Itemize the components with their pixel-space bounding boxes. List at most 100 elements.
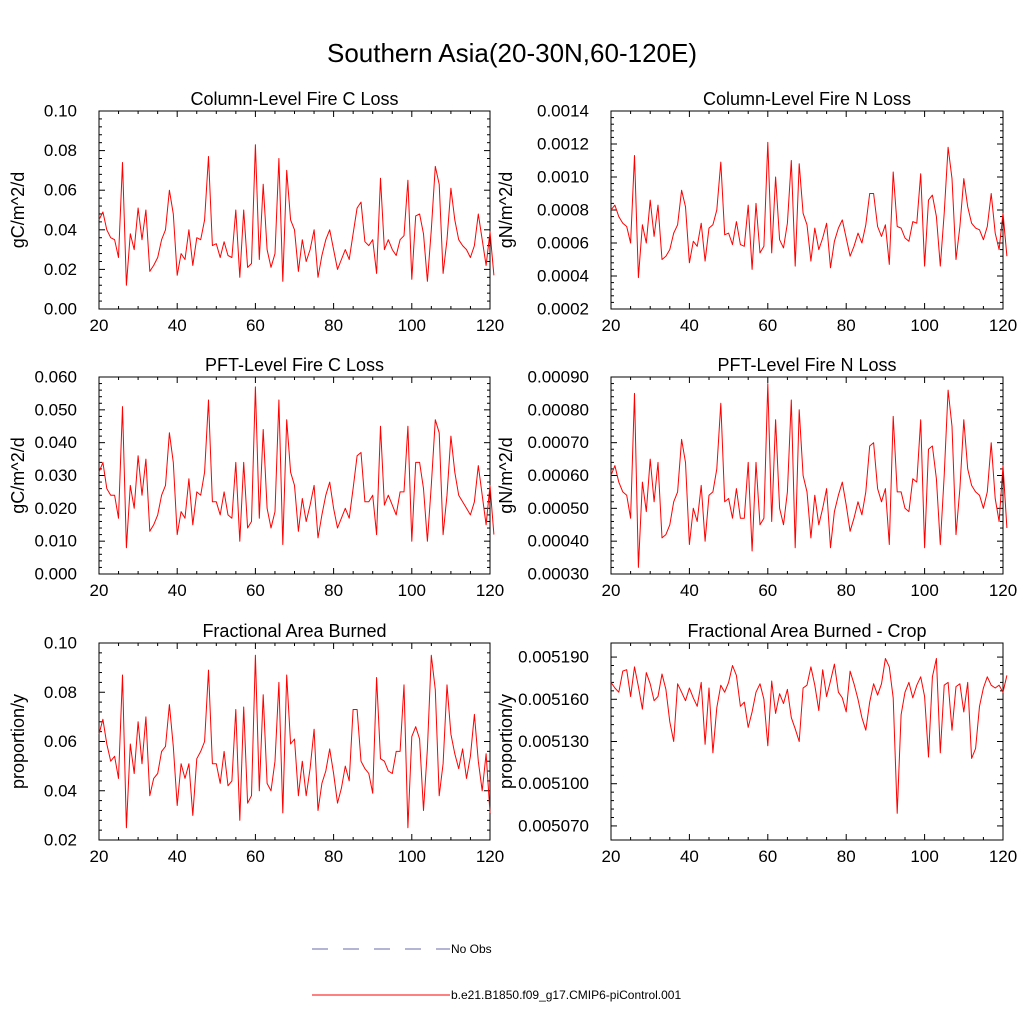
- x-tick-label: 80: [324, 847, 343, 866]
- y-tick-label: 0.020: [34, 499, 77, 518]
- y-axis-label: gC/m^2/d: [8, 172, 28, 248]
- chart-panel-5: Fractional Area Burned proportion/y 20 40 60…: [8, 621, 504, 866]
- x-tick-label: 120: [989, 316, 1017, 335]
- y-axis-label: gN/m^2/d: [496, 172, 516, 248]
- x-tick-label: 20: [602, 847, 621, 866]
- x-tick-label: 60: [758, 581, 777, 600]
- series-line: [98, 386, 495, 549]
- y-tick-label: 0.00090: [528, 368, 589, 387]
- y-tick-label: 0.06: [44, 181, 77, 200]
- chart-title: PFT-Level Fire N Loss: [717, 355, 896, 375]
- x-tick-label: 100: [910, 581, 938, 600]
- chart-panel-1: Column-Level Fire C Loss gC/m^2/d 20 40 60 80…: [8, 89, 504, 335]
- x-tick-label: 80: [837, 316, 856, 335]
- x-tick-label: 120: [989, 581, 1017, 600]
- y-tick-label: 0.00070: [528, 433, 589, 452]
- y-tick-label: 0.02: [44, 260, 77, 279]
- series-line: [610, 383, 1008, 568]
- y-tick-label: 0.00: [44, 300, 77, 319]
- y-tick-label: 0.060: [34, 368, 77, 387]
- legend-entry-2: b.e21.B1850.f09_g17.CMIP6-piControl.001: [312, 988, 681, 1002]
- chart-title: PFT-Level Fire C Loss: [205, 355, 384, 375]
- chart-panel-3: PFT-Level Fire C Loss gC/m^2/d 20 40 60 80 100…: [8, 355, 504, 600]
- y-tick-label: 0.10: [44, 634, 77, 653]
- y-tick-label: 0.000: [34, 565, 77, 584]
- x-tick-label: 60: [246, 581, 265, 600]
- x-tick-label: 60: [246, 847, 265, 866]
- y-tick-label: 0.10: [44, 102, 77, 121]
- y-tick-label: 0.08: [44, 683, 77, 702]
- y-tick-label: 0.0012: [537, 135, 589, 154]
- x-tick-label: 20: [90, 316, 109, 335]
- x-tick-label: 80: [324, 581, 343, 600]
- x-tick-label: 20: [602, 581, 621, 600]
- y-tick-label: 0.00050: [528, 499, 589, 518]
- legend-entry-1: No Obs: [312, 942, 492, 956]
- chart-panel-6: Fractional Area Burned - Crop proportion/…: [496, 621, 1017, 866]
- chart-title: Fractional Area Burned: [202, 621, 386, 641]
- panels-group: Column-Level Fire C Loss gC/m^2/d 20 40 60 80…: [8, 89, 1017, 866]
- y-tick-label: 0.00040: [528, 532, 589, 551]
- y-tick-label: 0.0008: [537, 201, 589, 220]
- legend: No Obs b.e21.B1850.f09_g17.CMIP6-piContro…: [312, 942, 681, 1002]
- x-tick-label: 120: [989, 847, 1017, 866]
- y-axis-label: proportion/y: [496, 694, 516, 789]
- y-tick-label: 0.0004: [537, 267, 589, 286]
- y-tick-label: 0.005160: [518, 690, 589, 709]
- y-tick-label: 0.005070: [518, 816, 589, 835]
- y-tick-label: 0.08: [44, 141, 77, 160]
- chart-panel-2: Column-Level Fire N Loss gN/m^2/d 20 40 60 80…: [496, 89, 1017, 335]
- y-tick-label: 0.04: [44, 220, 77, 239]
- x-tick-label: 40: [680, 847, 699, 866]
- chart-title: Column-Level Fire N Loss: [703, 89, 911, 109]
- x-tick-label: 120: [476, 847, 504, 866]
- y-axis-label: proportion/y: [8, 694, 28, 789]
- page-title: Southern Asia(20-30N,60-120E): [327, 38, 697, 68]
- legend-label: No Obs: [451, 942, 492, 956]
- series-line: [610, 141, 1008, 279]
- x-tick-label: 20: [90, 581, 109, 600]
- chart-title: Column-Level Fire C Loss: [190, 89, 398, 109]
- y-tick-label: 0.0006: [537, 234, 589, 253]
- plot-frame: [98, 376, 491, 575]
- series-line: [98, 654, 491, 829]
- x-tick-label: 120: [476, 316, 504, 335]
- y-tick-label: 0.06: [44, 732, 77, 751]
- plot-frame: [98, 110, 491, 310]
- y-tick-label: 0.00030: [528, 565, 589, 584]
- y-tick-label: 0.030: [34, 466, 77, 485]
- y-tick-label: 0.005190: [518, 648, 589, 667]
- x-tick-label: 120: [476, 581, 504, 600]
- x-tick-label: 40: [168, 581, 187, 600]
- chart-panel-4: PFT-Level Fire N Loss gN/m^2/d 20 40 60 80 100…: [496, 355, 1017, 600]
- x-tick-label: 100: [910, 847, 938, 866]
- y-tick-label: 0.040: [34, 433, 77, 452]
- x-tick-label: 40: [680, 316, 699, 335]
- x-tick-label: 60: [246, 316, 265, 335]
- plot-frame: [610, 642, 1004, 841]
- x-tick-label: 80: [837, 581, 856, 600]
- x-tick-label: 20: [602, 316, 621, 335]
- y-tick-label: 0.02: [44, 831, 77, 850]
- y-tick-label: 0.00080: [528, 400, 589, 419]
- y-tick-label: 0.050: [34, 400, 77, 419]
- x-tick-label: 100: [398, 581, 426, 600]
- x-tick-label: 60: [758, 316, 777, 335]
- y-tick-label: 0.04: [44, 781, 77, 800]
- x-tick-label: 40: [168, 847, 187, 866]
- y-tick-label: 0.0014: [537, 102, 589, 121]
- y-tick-label: 0.0010: [537, 168, 589, 187]
- x-tick-label: 40: [680, 581, 699, 600]
- series-line: [610, 658, 1008, 814]
- x-tick-label: 100: [398, 316, 426, 335]
- chart-title: Fractional Area Burned - Crop: [687, 621, 926, 641]
- y-tick-label: 0.005100: [518, 774, 589, 793]
- y-tick-label: 0.010: [34, 532, 77, 551]
- y-tick-label: 0.005130: [518, 732, 589, 751]
- x-tick-label: 100: [398, 847, 426, 866]
- x-tick-label: 40: [168, 316, 187, 335]
- x-tick-label: 100: [910, 316, 938, 335]
- y-axis-label: gN/m^2/d: [496, 437, 516, 513]
- x-tick-label: 80: [837, 847, 856, 866]
